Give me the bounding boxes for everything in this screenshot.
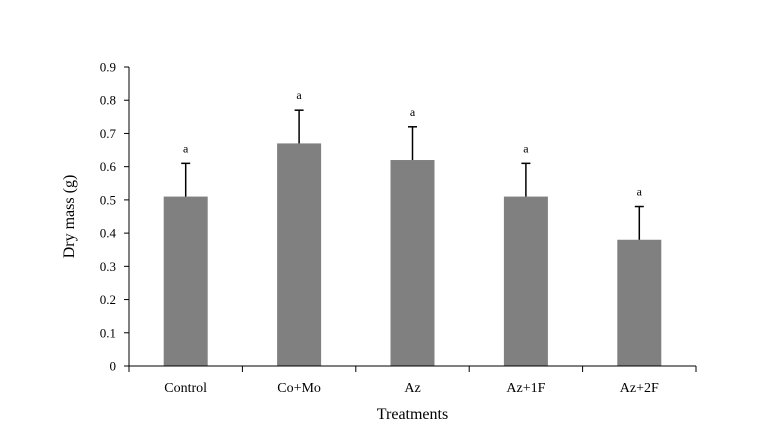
y-tick-label: 0 [110, 359, 117, 374]
error-bars-layer [181, 109, 644, 240]
significance-labels-layer: a a a a a [183, 88, 643, 198]
y-tick-label: 0.5 [100, 192, 116, 207]
bars-layer [163, 143, 662, 366]
y-tick-label: 0.6 [100, 159, 117, 174]
y-axis-title: Dry mass (g) [61, 175, 78, 259]
significance-label: a [523, 141, 529, 155]
x-ticks-layer: Control Co+Mo Az Az+1F Az+2F [128, 366, 697, 396]
y-tick-label: 0.8 [100, 93, 116, 108]
bar [390, 160, 435, 366]
bar [503, 196, 548, 366]
x-tick-label: Az [404, 381, 420, 396]
significance-label: a [296, 88, 302, 102]
x-tick-label: Control [164, 381, 207, 396]
significance-label: a [410, 105, 416, 119]
y-tick-label: 0.7 [100, 126, 117, 141]
y-tick-label: 0.4 [100, 226, 117, 241]
y-tick-label: 0.9 [100, 60, 116, 75]
x-tick-label: Az+1F [506, 381, 545, 396]
x-tick-label: Az+2F [620, 381, 659, 396]
y-tick-label: 0.2 [100, 292, 116, 307]
bar [163, 196, 208, 366]
x-tick-label: Co+Mo [277, 381, 321, 396]
y-tick-label: 0.1 [100, 325, 116, 340]
significance-label: a [183, 141, 189, 155]
y-tick-label: 0.3 [100, 259, 116, 274]
y-ticks-layer: 0 0.1 0.2 0.3 0.4 0.5 0.6 0.7 0.8 0.9 [100, 60, 129, 374]
bar [617, 239, 662, 366]
x-axis-title: Treatments [377, 406, 448, 423]
significance-label: a [637, 185, 643, 199]
bar [277, 143, 322, 366]
